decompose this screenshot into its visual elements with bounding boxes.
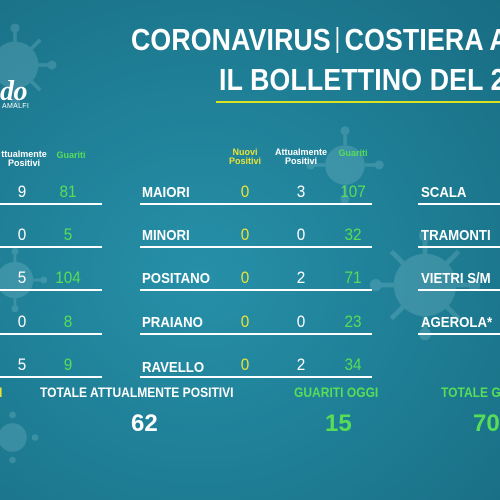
center-header-nuovi: Nuovi Positivi: [228, 147, 261, 167]
row-divider: [140, 376, 372, 378]
row-divider: [140, 289, 372, 291]
guariti-oggi-label: GUARITI OGGI: [294, 384, 379, 400]
nuovi-positivi-cell: 0: [240, 182, 250, 201]
town-name: RAVELLO: [142, 359, 205, 376]
totale-guariti-value: 70: [473, 410, 500, 437]
virus-icon: [365, 225, 485, 345]
guariti-cell: 107: [340, 182, 366, 201]
guariti-oggi-value: 15: [325, 410, 352, 437]
left-positivi-cell: 5: [17, 355, 27, 374]
row-divider: [418, 246, 500, 248]
title-part-costiera: COSTIERA A: [344, 22, 500, 57]
left-guariti-cell: 5: [63, 225, 73, 244]
left-header-guariti: Guariti: [56, 150, 86, 160]
town-name: TRAMONTI: [421, 227, 491, 244]
row-divider: [0, 333, 102, 335]
row-divider: [418, 333, 500, 335]
guariti-cell: 32: [344, 225, 362, 244]
title-part-coronavirus: CORONAVIRUS: [131, 22, 331, 57]
left-guariti-cell: 104: [55, 268, 81, 287]
guariti-cell: 34: [344, 355, 362, 374]
totale-guariti-label: TOTALE G: [441, 384, 500, 400]
row-divider: [140, 333, 372, 335]
virus-icon: [0, 410, 40, 465]
center-header-attuali: Attualmente Positivi: [274, 147, 327, 167]
guariti-cell: 23: [344, 312, 362, 331]
row-divider: [418, 289, 500, 291]
attualmente-positivi-cell: 2: [296, 268, 306, 287]
left-positivi-cell: 0: [17, 225, 27, 244]
left-guariti-cell: 81: [59, 182, 77, 201]
left-header-positivi: ttualmente Positivi: [1, 149, 47, 169]
guariti-cell: 71: [344, 268, 362, 287]
row-divider: [140, 203, 372, 205]
attualmente-positivi-cell: 0: [296, 225, 306, 244]
attualmente-positivi-cell: 3: [296, 182, 306, 201]
nuovi-positivi-cell: 0: [240, 268, 250, 287]
total-attualmente-positivi-value: 62: [131, 410, 158, 437]
title-underline: [216, 101, 500, 103]
nuovi-positivi-cell: 0: [240, 225, 250, 244]
left-guariti-cell: 8: [63, 312, 73, 331]
total-attualmente-positivi-label: TOTALE ATTUALMENTE POSITIVI: [40, 384, 234, 400]
left-positivi-cell: 5: [17, 268, 27, 287]
nuovi-positivi-cell: 0: [240, 355, 250, 374]
row-divider: [0, 246, 102, 248]
town-name: AGEROLA*: [421, 314, 493, 331]
center-header-guariti: Guariti: [338, 148, 368, 158]
row-divider: [418, 203, 500, 205]
row-divider: [0, 376, 102, 378]
town-name: VIETRI S/M: [421, 270, 491, 287]
town-name: POSITANO: [142, 270, 210, 287]
virus-icon: [300, 120, 390, 210]
logo-subtitle: AMALFI: [2, 103, 30, 110]
totals-left-label: I: [0, 384, 2, 400]
row-divider: [0, 203, 102, 205]
page-title-line2: IL BOLLETTINO DEL 2: [219, 62, 500, 97]
title-separator: [336, 27, 339, 53]
town-name: MINORI: [142, 227, 190, 244]
nuovi-positivi-cell: 0: [240, 312, 250, 331]
left-positivi-cell: 9: [17, 182, 27, 201]
virus-icon: [0, 20, 60, 110]
attualmente-positivi-cell: 2: [296, 355, 306, 374]
attualmente-positivi-cell: 0: [296, 312, 306, 331]
row-divider: [140, 246, 372, 248]
logo: do: [0, 76, 28, 107]
left-positivi-cell: 0: [17, 312, 27, 331]
town-name: PRAIANO: [142, 314, 203, 331]
page-title-line1: CORONAVIRUS COSTIERA A: [131, 22, 500, 58]
town-name: SCALA: [421, 184, 467, 201]
left-guariti-cell: 9: [63, 355, 73, 374]
row-divider: [0, 289, 102, 291]
town-name: MAIORI: [142, 184, 190, 201]
